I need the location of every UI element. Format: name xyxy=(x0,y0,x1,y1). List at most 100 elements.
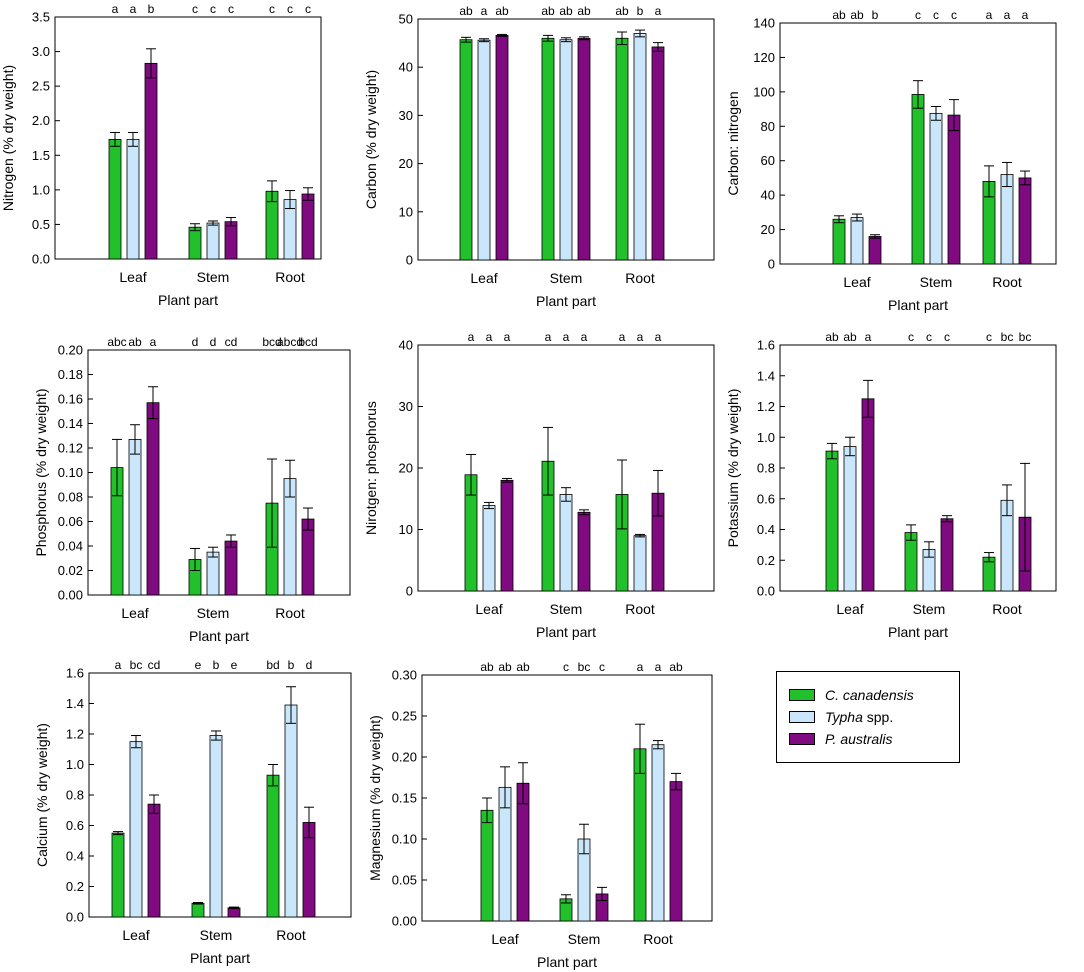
x-tick-label-root: Root xyxy=(625,601,655,617)
y-tick-label: 0.14 xyxy=(58,416,83,431)
x-tick-label-root: Root xyxy=(275,605,305,621)
significance-letter: ab xyxy=(615,4,629,18)
bar-c-canadensis-root xyxy=(266,774,280,918)
bar-p-australis-root xyxy=(669,781,683,922)
y-tick-label: 80 xyxy=(761,119,775,134)
significance-letter: c xyxy=(192,2,198,16)
significance-letter: a xyxy=(481,4,488,18)
significance-letter: c xyxy=(915,8,921,22)
bar-p-australis-stem xyxy=(227,907,241,918)
bar-c-canadensis-stem xyxy=(191,902,205,918)
bar-typha-spp-stem xyxy=(929,112,943,265)
y-tick-label: 0.15 xyxy=(392,791,417,806)
significance-letter: d xyxy=(210,335,217,349)
y-tick-label: 3.0 xyxy=(32,44,50,59)
bar-p-australis-stem xyxy=(940,518,954,592)
significance-letter: e xyxy=(195,658,202,672)
significance-letter: ab xyxy=(843,330,857,344)
x-tick-label-leaf: Leaf xyxy=(475,601,502,617)
y-tick-label: 0.0 xyxy=(32,252,50,267)
y-tick-label: 0.06 xyxy=(58,514,83,529)
y-axis-label: Nirotgen: phosphorus xyxy=(363,401,379,535)
significance-letter: a xyxy=(655,660,662,674)
bar-typha-spp-leaf xyxy=(126,138,140,260)
legend-swatch xyxy=(789,689,815,701)
y-tick-label: 0.04 xyxy=(58,539,83,554)
y-tick-label: 60 xyxy=(761,153,775,168)
significance-letter: ab xyxy=(850,8,864,22)
y-axis-label: Carbon (% dry weight) xyxy=(363,70,379,209)
bar-p-australis-stem xyxy=(224,540,238,596)
legend-item-typha: Typha spp. xyxy=(789,708,893,726)
y-tick-label: 1.0 xyxy=(32,182,50,197)
y-tick-label: 1.0 xyxy=(66,757,84,772)
x-tick-label-leaf: Leaf xyxy=(491,931,518,947)
y-tick-label: 0 xyxy=(406,584,413,599)
y-tick-label: 120 xyxy=(753,50,775,65)
x-axis-label: Plant part xyxy=(190,950,250,966)
significance-letter: abc xyxy=(107,335,126,349)
y-tick-label: 0.4 xyxy=(757,522,775,537)
x-tick-label-root: Root xyxy=(625,270,655,286)
legend: C. canadensis Typha spp. P. australis xyxy=(776,671,960,763)
bar-typha-spp-stem xyxy=(559,39,573,261)
x-tick-label-stem: Stem xyxy=(197,269,230,285)
x-tick-label-stem: Stem xyxy=(550,270,583,286)
x-tick-label-root: Root xyxy=(992,274,1022,290)
bar-p-australis-leaf xyxy=(144,62,158,260)
bar-p-australis-root xyxy=(651,46,665,261)
bar-typha-spp-stem xyxy=(209,735,223,918)
x-tick-label-stem: Stem xyxy=(197,605,230,621)
y-tick-label: 0.0 xyxy=(757,584,775,599)
significance-letter: c xyxy=(951,8,957,22)
y-tick-label: 1.4 xyxy=(757,368,775,383)
axes-frame xyxy=(421,674,713,922)
significance-letter: a xyxy=(655,330,662,344)
chart-panel-magnesium-dry-weight: 0.00 0.05 0.10 0.15 0.20 0.25 0.30 Magnesium (%… xyxy=(367,660,713,970)
significance-letter: ab xyxy=(128,335,142,349)
y-tick-label: 0.2 xyxy=(66,879,84,894)
y-tick-label: 10 xyxy=(399,204,413,219)
x-tick-label-leaf: Leaf xyxy=(121,605,148,621)
significance-letter: b xyxy=(148,2,155,16)
legend-swatch xyxy=(789,711,815,723)
significance-letter: bc xyxy=(578,660,591,674)
significance-letter: a xyxy=(112,2,119,16)
x-axis-label: Plant part xyxy=(536,624,596,640)
significance-letter: a xyxy=(545,330,552,344)
bar-c-canadensis-stem xyxy=(188,226,202,260)
y-axis-label: Calcium (% dry weight) xyxy=(34,723,50,867)
chart-panel-potassium-dry-weight: 0.0 0.2 0.4 0.6 0.8 1.0 1.2 1.4 1.6 Potassium (% … xyxy=(725,330,1057,640)
y-tick-label: 40 xyxy=(761,188,775,203)
y-tick-label: 0 xyxy=(406,253,413,268)
y-tick-label: 0.4 xyxy=(66,849,84,864)
significance-letter: a xyxy=(504,330,511,344)
legend-item-p-australis: P. australis xyxy=(789,730,892,748)
significance-letter: bcd xyxy=(298,335,317,349)
significance-letter: bcd xyxy=(262,335,281,349)
y-tick-label: 0.20 xyxy=(58,343,83,358)
significance-letter: a xyxy=(865,330,872,344)
y-tick-label: 0.02 xyxy=(58,563,83,578)
significance-letter: ab xyxy=(459,4,473,18)
bar-typha-spp-stem xyxy=(206,222,220,260)
y-tick-label: 0.00 xyxy=(392,914,417,929)
y-tick-label: 0.5 xyxy=(32,217,50,232)
significance-letter: bc xyxy=(130,658,143,672)
x-tick-label-stem: Stem xyxy=(568,931,601,947)
y-tick-label: 0.0 xyxy=(66,910,84,925)
bar-typha-spp-root xyxy=(1000,174,1014,265)
x-tick-label-root: Root xyxy=(643,931,673,947)
y-tick-label: 0.18 xyxy=(58,367,83,382)
bar-typha-spp-stem xyxy=(559,494,573,592)
y-tick-label: 20 xyxy=(399,156,413,171)
y-tick-label: 0.6 xyxy=(66,818,84,833)
y-tick-label: 30 xyxy=(399,108,413,123)
y-tick-label: 0.00 xyxy=(58,588,83,603)
x-tick-label-stem: Stem xyxy=(913,601,946,617)
significance-letter: abcd xyxy=(277,335,303,349)
bar-p-australis-stem xyxy=(947,114,961,265)
y-tick-label: 1.5 xyxy=(32,148,50,163)
